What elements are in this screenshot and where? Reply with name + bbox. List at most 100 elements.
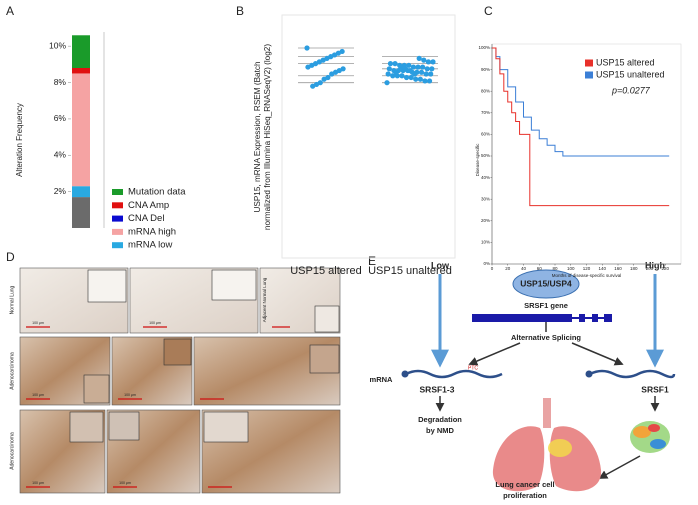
- data-point: [329, 71, 335, 77]
- x-tick-label: USP15 unaltered: [368, 265, 452, 277]
- data-point: [416, 55, 422, 61]
- low-label: Low: [431, 260, 450, 270]
- data-point: [385, 71, 391, 77]
- data-point: [408, 74, 414, 81]
- bar-segment: [72, 197, 90, 228]
- gene-exon: [604, 314, 612, 322]
- mechanism-diagram: Low High USP15/USP4 SRSF1 gene Alternati…: [370, 260, 676, 500]
- legend-swatch: [112, 215, 123, 222]
- regulator-label: USP15/USP4: [520, 278, 572, 288]
- degradation-label: Degradation: [418, 415, 462, 424]
- data-point: [429, 66, 435, 72]
- gene-exon: [579, 314, 585, 322]
- data-point: [415, 64, 421, 70]
- row-label: Adenocarcinoma: [9, 432, 15, 470]
- x-tick-label: 180: [630, 266, 638, 271]
- data-point: [402, 66, 408, 72]
- legend-label: USP15 unaltered: [596, 69, 665, 79]
- legend-label: CNA Amp: [128, 200, 169, 211]
- data-point: [413, 76, 419, 82]
- x-tick-label: 120: [583, 266, 591, 271]
- isoform-label: SRSF1-3: [420, 384, 455, 394]
- data-point: [387, 61, 394, 67]
- scale-label: 100 μm: [32, 321, 44, 325]
- panel-label: E: [368, 254, 376, 268]
- legend-label: mRNA low: [128, 240, 172, 251]
- gene-label: SRSF1 gene: [524, 301, 568, 310]
- y-tick-label: 2%: [54, 186, 67, 196]
- inset: [163, 338, 192, 366]
- x-tick-label: 220: [661, 266, 669, 271]
- histology-grid: Normal Lung Adenocarcinoma Adenocarcinom…: [9, 267, 341, 494]
- inset: [69, 411, 104, 443]
- regulator-node: [512, 269, 580, 299]
- data-point: [426, 78, 433, 84]
- x-tick-label: 200: [646, 266, 654, 271]
- data-point: [428, 71, 434, 77]
- scale-label: 100 μm: [32, 393, 44, 397]
- data-point: [392, 61, 398, 67]
- degradation-label: by NMD: [426, 426, 455, 435]
- data-point: [393, 69, 399, 75]
- y-tick-label: 70%: [481, 110, 490, 115]
- isoform-label: SRSF1: [641, 384, 669, 394]
- outcome-label: Lung cancer cell: [495, 480, 554, 489]
- data-point: [418, 69, 425, 75]
- tissue-image: [201, 409, 341, 494]
- legend-label: mRNA high: [128, 226, 176, 237]
- data-point: [406, 62, 412, 68]
- data-point: [390, 73, 396, 79]
- panel-label: B: [236, 4, 244, 18]
- data-point: [423, 71, 429, 77]
- x-tick-label: 160: [614, 266, 622, 271]
- y-tick-label: 10%: [49, 40, 66, 50]
- inset: [203, 411, 249, 443]
- legend-swatch: [112, 228, 123, 235]
- scale-label: 100 μm: [119, 481, 131, 485]
- data-point: [421, 57, 427, 63]
- data-point: [321, 76, 327, 82]
- panel-label: D: [6, 250, 15, 264]
- x-tick-label: 140: [598, 266, 606, 271]
- y-tick-label: 20%: [481, 218, 490, 223]
- y-axis-label: Disease-specific: [475, 143, 480, 177]
- arrow: [468, 342, 521, 366]
- data-point: [386, 66, 392, 72]
- data-point: [310, 83, 316, 89]
- inset: [87, 269, 127, 303]
- y-tick-label: 90%: [481, 67, 490, 72]
- lungs-icon: [492, 398, 602, 492]
- data-point: [417, 76, 423, 82]
- annotation: p=0.0277: [611, 85, 651, 95]
- cap: [401, 370, 409, 378]
- data-point: [422, 78, 428, 84]
- legend-swatch: [112, 242, 123, 249]
- x-tick-label: 20: [505, 266, 511, 271]
- inset: [309, 344, 340, 374]
- y-tick-label: 6%: [54, 113, 67, 123]
- y-tick-label: 30%: [481, 196, 490, 201]
- panel-label: C: [484, 4, 493, 18]
- arrow: [571, 342, 624, 366]
- y-tick-label: 8%: [54, 77, 67, 87]
- legend-swatch: [585, 71, 593, 79]
- y-tick-label: 80%: [481, 88, 490, 93]
- x-tick-label: USP15 altered: [290, 265, 362, 277]
- survival-curve: [492, 47, 670, 207]
- gene-exon: [592, 314, 598, 322]
- mrna-strand: [589, 369, 676, 379]
- splicing-label: Alternative Splicing: [511, 333, 581, 342]
- mrna-label: mRNA: [370, 375, 394, 384]
- data-point: [399, 73, 405, 79]
- legend-swatch: [112, 189, 123, 195]
- bar-segment: [72, 73, 90, 187]
- scale-bars: [26, 326, 290, 488]
- inset: [108, 411, 140, 441]
- mrna-strand: [405, 369, 503, 379]
- data-point: [403, 74, 410, 81]
- plot-frame: [281, 14, 456, 259]
- scale-label: 100 μm: [32, 481, 44, 485]
- y-tick-label: 50%: [481, 153, 490, 158]
- data-point: [384, 80, 390, 86]
- x-tick-label: 80: [552, 266, 558, 271]
